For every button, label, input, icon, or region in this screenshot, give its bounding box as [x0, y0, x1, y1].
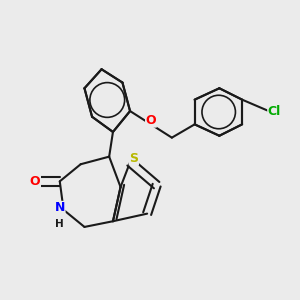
Text: O: O [30, 175, 40, 188]
Text: N: N [55, 201, 65, 214]
Text: O: O [146, 114, 156, 127]
Text: Cl: Cl [268, 105, 281, 118]
Text: H: H [56, 219, 64, 229]
Text: S: S [129, 152, 138, 165]
